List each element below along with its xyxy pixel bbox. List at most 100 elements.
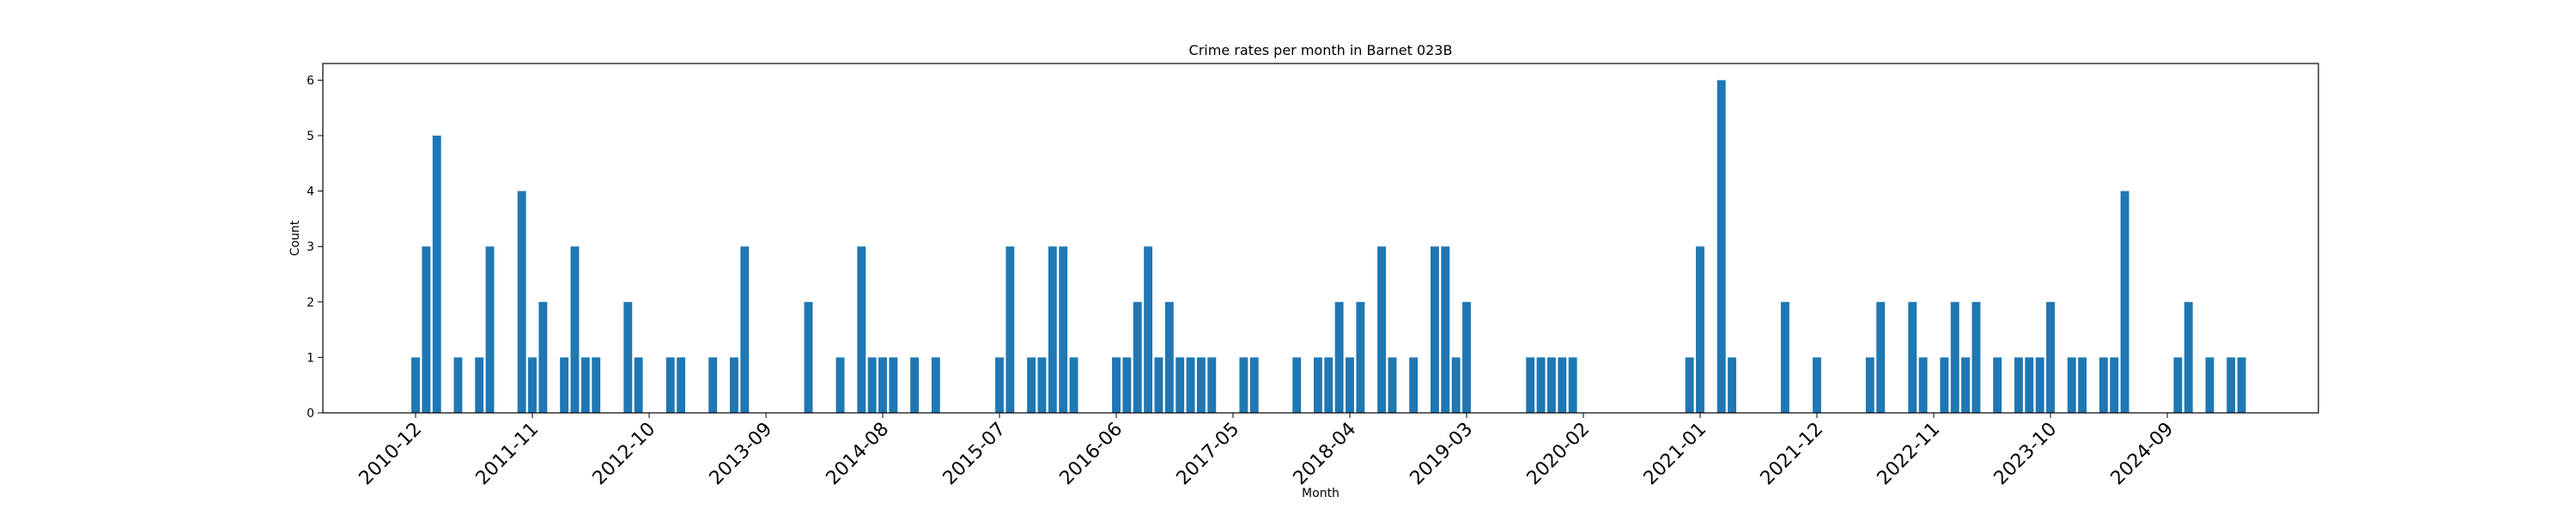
x-tick-label: 2015-07 [939, 419, 1011, 490]
x-tick-label: 2020-02 [1523, 419, 1595, 490]
bar-2016-11 [1164, 301, 1174, 413]
bar-2023-09 [2035, 357, 2044, 413]
bar-2016-09 [1144, 246, 1153, 413]
bars-group [411, 80, 2246, 414]
bar-2025-01 [2205, 357, 2215, 413]
chart-title: Crime rates per month in Barnet 023B [1189, 42, 1453, 58]
bar-2014-09 [889, 357, 898, 413]
bar-2012-12 [665, 357, 675, 413]
bar-2014-07 [867, 357, 877, 413]
y-tick-label: 4 [307, 185, 314, 199]
bar-2016-02 [1069, 357, 1078, 413]
x-axis: 2010-12 2011-11 2012-10 2013-09 2014-08 2015-… [355, 413, 2178, 489]
bar-2024-05 [2120, 191, 2129, 413]
bar-2015-10 [1027, 357, 1036, 413]
x-axis-label: Month [1302, 487, 1340, 500]
bar-2022-12 [1940, 357, 1949, 413]
bar-2021-01 [1696, 246, 1704, 413]
bar-2016-08 [1133, 301, 1142, 413]
bar-2024-01 [2078, 357, 2087, 413]
bar-2015-11 [1037, 357, 1047, 413]
x-tick-label: 2021-01 [1640, 419, 1711, 490]
bar-2018-10 [1409, 357, 1419, 413]
x-tick-label: 2021-12 [1757, 419, 1828, 490]
bar-2019-01 [1441, 246, 1450, 413]
bar-2022-06 [1876, 301, 1886, 413]
bar-2016-01 [1059, 246, 1068, 413]
bar-2015-08 [1005, 246, 1015, 413]
y-tick-label: 2 [307, 296, 314, 310]
bar-2019-02 [1451, 357, 1461, 413]
bar-2014-04 [835, 357, 845, 413]
x-tick-label: 2023-10 [1990, 419, 2062, 490]
bar-2012-09 [634, 357, 643, 413]
x-tick-label: 2012-10 [589, 419, 660, 490]
bar-2018-03 [1334, 301, 1344, 413]
bar-2015-12 [1048, 246, 1057, 413]
bar-2014-06 [857, 246, 866, 413]
plot-area [322, 63, 2319, 414]
bar-2017-01 [1186, 357, 1195, 413]
x-tick-label: 2016-06 [1056, 419, 1127, 490]
bar-2017-07 [1249, 357, 1259, 413]
bar-2025-03 [2227, 357, 2236, 413]
bar-2023-03 [1971, 301, 1981, 413]
y-axis-label: Count [289, 220, 302, 256]
bar-2018-05 [1356, 301, 1365, 413]
x-tick-label: 2022-11 [1874, 419, 1945, 490]
bar-2018-04 [1346, 357, 1354, 413]
bar-2019-10 [1536, 357, 1546, 413]
bar-2012-03 [570, 246, 580, 413]
bar-2022-10 [1918, 357, 1928, 413]
bar-2024-03 [2099, 357, 2108, 413]
bar-2018-08 [1388, 357, 1397, 413]
x-tick-label: 2019-03 [1406, 419, 1478, 490]
bar-2025-04 [2237, 357, 2246, 413]
x-tick-label: 2014-08 [823, 419, 894, 490]
bar-2024-10 [2173, 357, 2183, 413]
bar-2012-08 [623, 301, 633, 413]
bar-2021-09 [1780, 301, 1789, 413]
bar-2020-12 [1685, 357, 1694, 413]
bar-2013-01 [677, 357, 686, 413]
bar-2011-07 [485, 246, 495, 413]
bar-2018-01 [1313, 357, 1322, 413]
bar-2011-06 [475, 357, 484, 413]
y-axis: 0 1 2 3 4 5 6 [307, 74, 323, 421]
bar-2010-12 [411, 357, 420, 413]
bar-2016-06 [1112, 357, 1121, 413]
y-tick-label: 3 [307, 240, 314, 254]
bar-2017-02 [1196, 357, 1206, 413]
bar-2021-03 [1716, 80, 1726, 413]
bar-2012-05 [592, 357, 601, 413]
x-tick-label: 2018-04 [1290, 419, 1361, 490]
bar-2013-06 [729, 357, 738, 413]
bar-2020-01 [1568, 357, 1577, 413]
bar-2013-04 [708, 357, 718, 413]
bar-2023-08 [2025, 357, 2034, 413]
bar-2018-07 [1377, 246, 1387, 413]
bar-2011-12 [538, 301, 548, 413]
bar-2012-04 [580, 357, 590, 413]
bar-2022-05 [1865, 357, 1874, 413]
bar-2017-11 [1292, 357, 1302, 413]
x-tick-label: 2010-12 [355, 419, 427, 490]
bar-2019-11 [1546, 357, 1556, 413]
bar-2011-04 [453, 357, 463, 413]
bar-2017-06 [1239, 357, 1249, 413]
bar-2023-01 [1950, 301, 1959, 413]
y-tick-label: 5 [307, 130, 314, 143]
bar-2022-09 [1908, 301, 1917, 413]
bar-2019-03 [1462, 301, 1471, 413]
y-tick-label: 0 [307, 407, 314, 421]
bar-2023-10 [2046, 301, 2055, 413]
bar-2011-01 [422, 246, 431, 413]
bar-2014-11 [910, 357, 920, 413]
bar-2014-08 [878, 357, 887, 413]
bar-2023-12 [2067, 357, 2076, 413]
bar-2011-11 [528, 357, 537, 413]
bar-2019-12 [1558, 357, 1567, 413]
y-tick-label: 1 [307, 351, 314, 365]
bar-2024-11 [2184, 301, 2193, 413]
